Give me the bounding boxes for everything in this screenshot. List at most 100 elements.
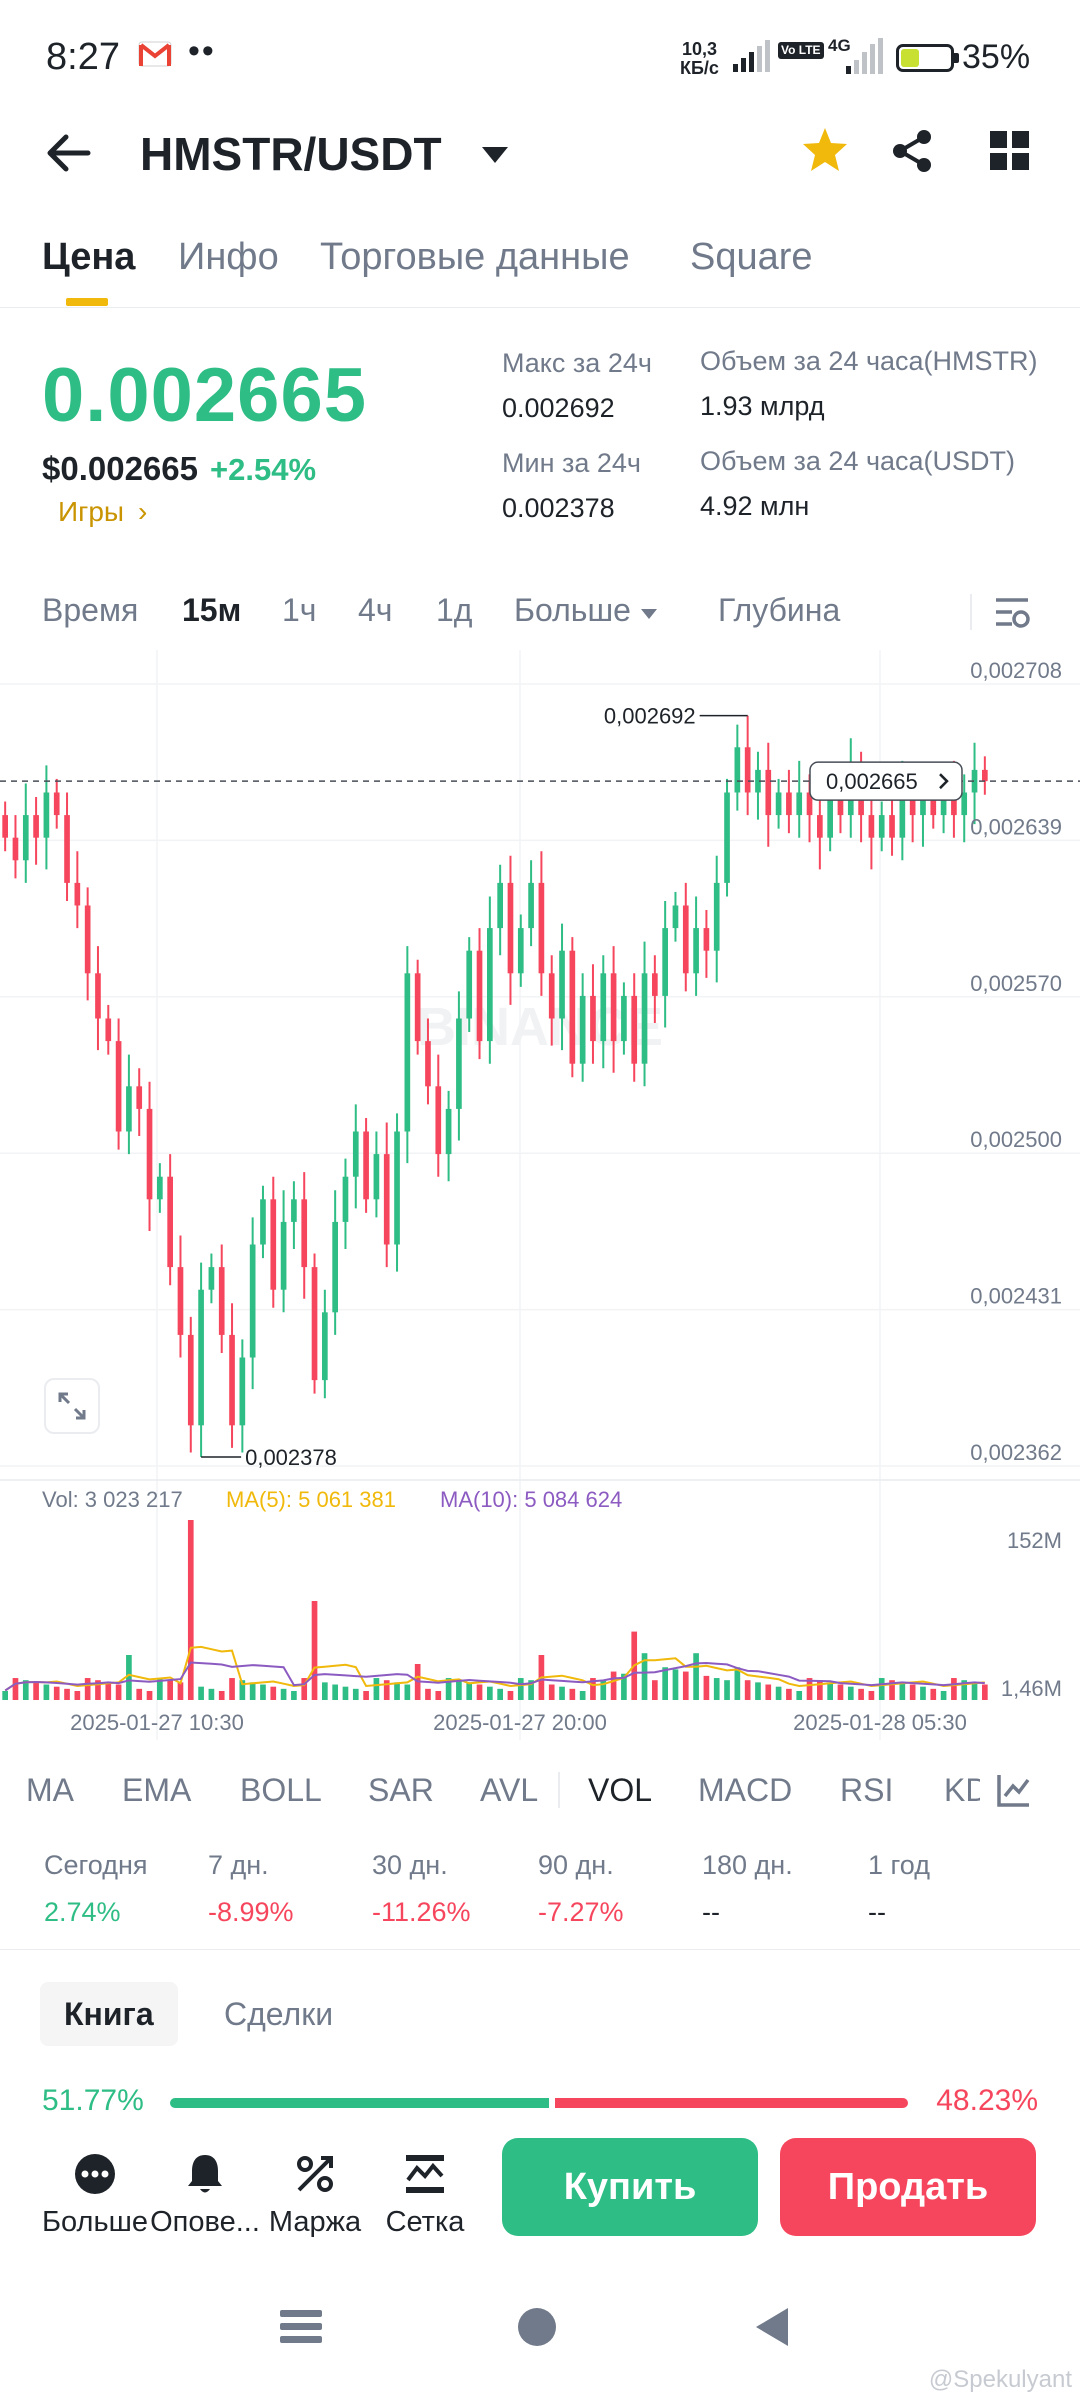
indicator-kd[interactable]: KD <box>944 1772 980 1808</box>
perf-label: 1 год <box>868 1850 930 1880</box>
candle-body <box>652 973 658 996</box>
candle-body <box>497 882 503 929</box>
last-price-tag[interactable] <box>809 761 963 801</box>
perf-90d: 90 дн. -7.27% <box>538 1850 624 1928</box>
volume-bar <box>507 1691 514 1700</box>
tab-trades[interactable]: Сделки <box>224 1996 334 2032</box>
indicator-ma[interactable]: MA <box>26 1772 74 1808</box>
volume-bar <box>342 1686 349 1700</box>
more-button[interactable]: Больше <box>30 2146 160 2239</box>
candle-body <box>827 792 833 838</box>
tab-trading-data[interactable]: Торговые данные <box>320 236 630 278</box>
sell-button[interactable]: Продать <box>780 2138 1036 2236</box>
tab-square[interactable]: Square <box>690 236 813 278</box>
action-bar: Больше Опове... Маржа Сетка Купить Прода… <box>0 2124 1080 2274</box>
volume-bar <box>22 1680 29 1700</box>
back-arrow-icon[interactable] <box>44 131 92 180</box>
candle-body <box>445 1108 452 1155</box>
candle-body <box>796 792 803 816</box>
volume-bar <box>105 1682 112 1700</box>
share-icon[interactable] <box>890 129 934 178</box>
volume-bar <box>476 1684 483 1700</box>
indicator-macd[interactable]: MACD <box>698 1772 793 1808</box>
system-nav-bar <box>0 2274 1080 2400</box>
tab-order-book[interactable]: Книга <box>40 1982 178 2046</box>
grid-bot-icon <box>360 2146 490 2202</box>
candlestick-chart[interactable]: BINANCE 0,002708 0,002639 0,002570 0,002500… <box>0 650 1080 1740</box>
battery-icon <box>896 44 959 72</box>
volume-bar <box>84 1678 91 1700</box>
category-label: Игры <box>58 496 125 527</box>
candle-body <box>322 1312 328 1381</box>
volume-bar <box>301 1678 308 1700</box>
volume-bar <box>322 1682 328 1700</box>
candle-body <box>280 1221 287 1290</box>
candle-body <box>373 1154 380 1200</box>
chart-canvas[interactable]: BINANCE 0,0027080,0026390,0025700,002500… <box>0 650 1080 1740</box>
candle-body <box>167 1176 173 1268</box>
interval-more[interactable]: Больше <box>514 592 658 629</box>
vol-axis-top: 152M <box>1007 1528 1062 1553</box>
stat-high: Макс за 24ч 0.002692 <box>502 348 652 424</box>
candle-body <box>868 815 875 838</box>
candle-body <box>528 882 534 929</box>
candle-body <box>22 815 29 861</box>
volume-bar <box>157 1678 163 1700</box>
grid-menu-icon[interactable] <box>990 131 1030 176</box>
perf-label: 7 дн. <box>208 1850 269 1880</box>
expand-chart-icon[interactable] <box>44 1378 100 1434</box>
candle-body <box>352 1131 359 1177</box>
buy-button[interactable]: Купить <box>502 2138 758 2236</box>
interval-bar: Время 15м 1ч 4ч 1д Больше Глубина <box>0 586 1080 650</box>
volume-bar <box>693 1653 699 1700</box>
favorite-star-icon[interactable] <box>800 125 850 180</box>
interval-15m[interactable]: 15м <box>182 592 242 628</box>
candle-body <box>538 882 545 974</box>
indicator-ema[interactable]: EMA <box>122 1772 192 1808</box>
volume-bar <box>445 1678 452 1700</box>
volume-bar <box>982 1684 988 1700</box>
tab-price[interactable]: Цена <box>42 236 136 278</box>
price-axis-tick: 0,002708 <box>970 658 1062 683</box>
grid-label: Сетка <box>385 2206 465 2238</box>
interval-1d[interactable]: 1д <box>436 592 473 628</box>
interval-depth[interactable]: Глубина <box>718 592 841 628</box>
volume-bar <box>177 1682 184 1700</box>
volume-bar <box>590 1678 596 1700</box>
active-tab-indicator <box>66 298 108 306</box>
candle-body <box>229 1334 235 1426</box>
candle-body <box>600 973 607 1042</box>
volume-bar <box>930 1688 937 1700</box>
interval-1h[interactable]: 1ч <box>282 592 317 628</box>
interval-4h[interactable]: 4ч <box>358 592 393 628</box>
tab-info[interactable]: Инфо <box>178 236 279 278</box>
indicator-avl[interactable]: AVL <box>480 1772 539 1808</box>
home-icon[interactable] <box>516 2306 558 2353</box>
recent-apps-icon[interactable] <box>280 2306 322 2353</box>
volume-bar <box>64 1688 70 1700</box>
candle-body <box>435 1086 442 1155</box>
candle-body <box>765 769 772 816</box>
pair-title[interactable]: HMSTR/USDT <box>140 128 442 180</box>
margin-button[interactable]: Маржа <box>250 2146 380 2239</box>
candle-body <box>734 747 741 793</box>
grid-button[interactable]: Сетка <box>360 2146 490 2239</box>
alerts-button[interactable]: Опове... <box>140 2146 270 2239</box>
volume-bar <box>383 1680 390 1700</box>
indicator-sar[interactable]: SAR <box>368 1772 434 1808</box>
indicator-settings-icon[interactable] <box>996 1772 1032 1813</box>
category-link[interactable]: Игры › <box>58 496 147 528</box>
back-nav-icon[interactable] <box>752 2306 792 2353</box>
interval-time[interactable]: Время <box>42 592 139 628</box>
indicator-boll[interactable]: BOLL <box>240 1772 322 1808</box>
volume-bar <box>796 1691 803 1700</box>
candle-body <box>724 792 730 883</box>
indicator-rsi[interactable]: RSI <box>840 1772 894 1808</box>
ask-ratio: 48.23% <box>936 2084 1038 2117</box>
chart-settings-icon[interactable] <box>992 592 1032 637</box>
candle-body <box>621 995 627 1042</box>
volume-bar <box>847 1686 854 1700</box>
pair-dropdown-icon[interactable] <box>480 145 510 170</box>
volume-bar <box>559 1686 565 1700</box>
indicator-vol[interactable]: VOL <box>588 1772 653 1808</box>
